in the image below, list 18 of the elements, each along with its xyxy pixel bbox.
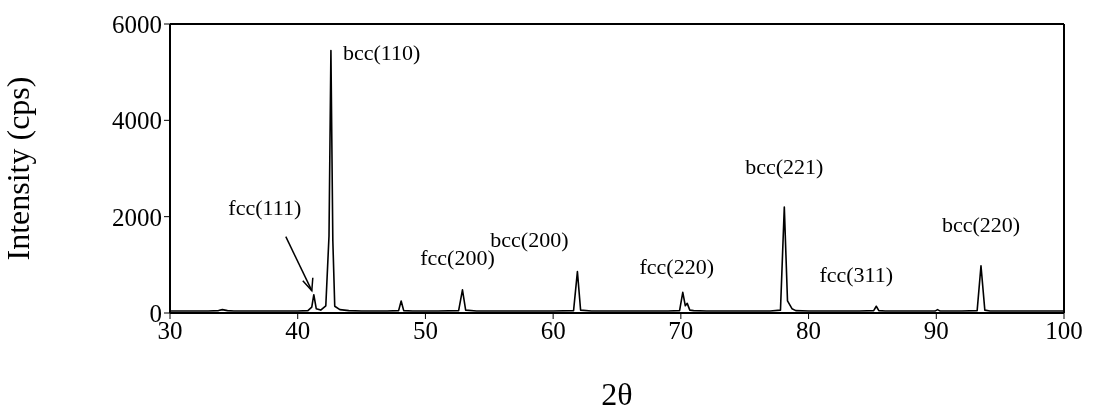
x-tick-label: 70 [668,316,694,344]
annotation: fcc(311) [819,262,894,288]
x-tick-label: 80 [796,316,822,344]
x-axis-title: 2θ [601,376,633,412]
annotation: bcc(110) [342,40,421,66]
annotation: bcc(221) [745,154,824,180]
annotation: fcc(111) [228,194,302,220]
y-axis-title: Intensity (cps) [0,76,37,261]
x-tick-label: 40 [285,316,311,344]
annotation: fcc(220) [639,254,715,280]
y-tick-label: 2000 [112,203,162,231]
x-tick-label: 100 [1045,316,1083,344]
y-tick-label: 6000 [112,10,162,38]
y-tick-label: 4000 [112,107,162,135]
x-tick-label: 60 [540,316,566,344]
x-tick-label: 50 [412,316,438,344]
annotation: bcc(220) [941,211,1021,237]
x-tick-label: 90 [923,316,949,344]
